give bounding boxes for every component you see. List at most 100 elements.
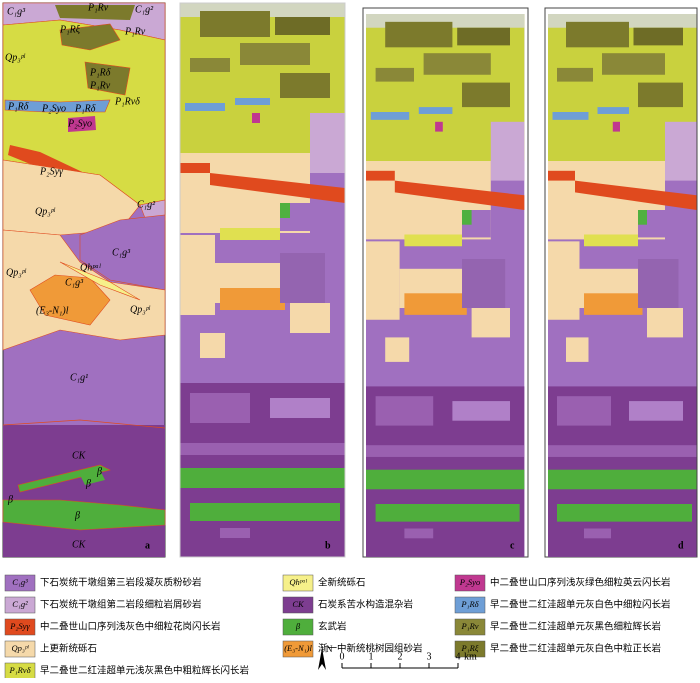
map-label-part: CK [72,539,87,550]
map-label-part: β [85,478,91,489]
map-panel-a-part [59,261,141,301]
legend-swatch [282,574,314,592]
legend-swatch [454,640,486,658]
map-label-part: Qp₃ᵖˡ [130,304,151,315]
panel-letter-part: d [678,540,684,551]
legend-code: P₁Rvδ [8,665,31,675]
panel-letter-part: a [145,540,150,551]
legend-code: P₁Rξ [461,643,479,653]
map-label-part: (E₃-N₁)l [36,305,69,316]
panel-letter-part: b [325,540,331,551]
map-panel-a-part [80,470,105,485]
map-label-part: P₂Syo [41,103,66,114]
scale-bar: 0 1 2 3 4 km [340,651,477,669]
north-arrow-part [318,648,326,670]
map-label-part: Qp₃ᵖˡ [5,52,26,63]
map-panel-b [179,2,346,558]
map-label-part: C₁g¹ [70,372,88,383]
map-panel-a-part [68,116,96,132]
legend-code: Qhᵖᵃˡ [289,577,307,587]
map-label-part: β [7,494,13,505]
legend-swatch [4,574,36,592]
legend-code: Qp₃ᵖˡ [12,643,30,653]
legend-code: P₂Syγ [9,621,30,631]
legend-text: 全新统砾石 [318,577,366,589]
map-label: C₁g³ P₁Rv C₁g² Qp₃ᵖˡ P₁Rξ P₁Rv P₁Rδ P₁Rv… [5,2,156,550]
map-label-part: P₁Rδ [74,103,96,114]
north-arrow-part: N [326,644,333,654]
map-label-part: β [96,466,102,477]
scale-label: 2 [398,651,403,662]
map-label-part: P₁Rv [87,2,109,13]
legend: C₁g³ 下石炭统干墩组第三岩段凝灰质粉砂岩 C₁g² 下石炭统干墩组第二岩段细粒岩屑… [4,574,671,680]
legend-text: 中二叠世山口序列浅灰绿色细粒英云闪长岩 [490,577,671,589]
map-label-part: P₁Rvδ [114,96,140,107]
map-label-part: C₁g³ [7,6,26,17]
map-panel-b-part [179,2,346,558]
map-label-part: CK [72,450,87,461]
map-label-part: Qp₃ᵖˡ [35,206,56,217]
legend-swatch [4,640,36,658]
legend-swatch [4,618,36,636]
scale-label: 0 [340,651,345,662]
legend-text: 下石炭统干墩组第三岩段凝灰质粉砂岩 [40,577,202,589]
scale-label: 3 [427,651,432,662]
map-panel-c-part [366,14,524,557]
legend-text: 渐一中新统桃树园组砂岩 [318,643,423,655]
legend-swatch [454,596,486,614]
legend-swatch [454,574,486,592]
panel-letter: a b c d [145,540,684,551]
legend-text: 早二叠世二红洼超单元灰白色中粒正长岩 [490,643,661,655]
map-label-part: C₁g² [135,4,154,15]
map-panel-d [544,7,698,558]
map-label-part: Qhᵖᵃˡ [80,262,101,273]
map-label-part: C₁g³ [65,277,84,288]
map-panel-a-part [59,23,121,51]
map-panel-a-part [55,5,135,20]
legend-text: 早二叠世二红洼超单元灰白色中细粒闪长岩 [490,599,671,611]
map-panel-a-part [4,99,111,113]
map-panel-d-part [548,14,697,557]
map-panel-a-part [3,425,165,557]
legend-swatch [282,640,314,658]
legend-code: P₁Rδ [460,599,479,609]
map-panel-b-part [180,3,345,557]
map-panel-a-part [2,419,166,429]
legend-swatch [454,618,486,636]
legend-code: P₁Rv [460,621,478,631]
legend-code: C₁g² [12,599,28,609]
scale-label: 1 [369,651,374,662]
legend-code: P₂Syo [459,577,480,587]
legend-code: C₁g³ [12,577,28,587]
map-label-part: P₂Syγ [39,166,64,177]
map-label-part: C₁g² [137,199,156,210]
map-panel-a-part [84,61,131,96]
legend-text: 上更新统砾石 [40,643,97,655]
scale-unit: km [464,651,477,662]
map-panel-c [362,7,529,558]
legend-swatch [282,618,314,636]
legend-swatch [4,596,36,614]
legend-text: 早二叠世二红洼超单元浅灰黑色中粗粒辉长闪长岩 [40,665,249,677]
legend-code: (E₃-N₁)l [284,643,312,653]
map-label-part: P₂Syo [67,118,92,129]
map-label-part: P₁Rξ [59,24,81,35]
legend-code: β [295,621,301,631]
legend-text: 下石炭统干墩组第二岩段细粒岩屑砂岩 [40,599,202,611]
map-panel-a-part [17,464,111,493]
map-label-part: P₁Rδ [7,101,29,112]
legend-text: 石炭系苦水构造混杂岩 [318,599,413,611]
map-panel-a-part [2,499,166,531]
map-panel-a [2,2,166,558]
legend-swatch [282,596,314,614]
north-arrow: N [318,644,333,670]
map-panel-a-part [29,274,111,326]
scale-label: 4 [456,651,461,662]
legend-code: CK [292,599,305,609]
legend-text: 早二叠世二红洼超单元灰黑色细粒辉长岩 [490,621,661,633]
map-label-part: P₁Rδ [89,67,111,78]
legend-text: 中二叠世山口序列浅灰色中细粒花岗闪长岩 [40,621,221,633]
panel-letter-part: c [510,540,515,551]
map-label-part: C₁g³ [112,247,131,258]
